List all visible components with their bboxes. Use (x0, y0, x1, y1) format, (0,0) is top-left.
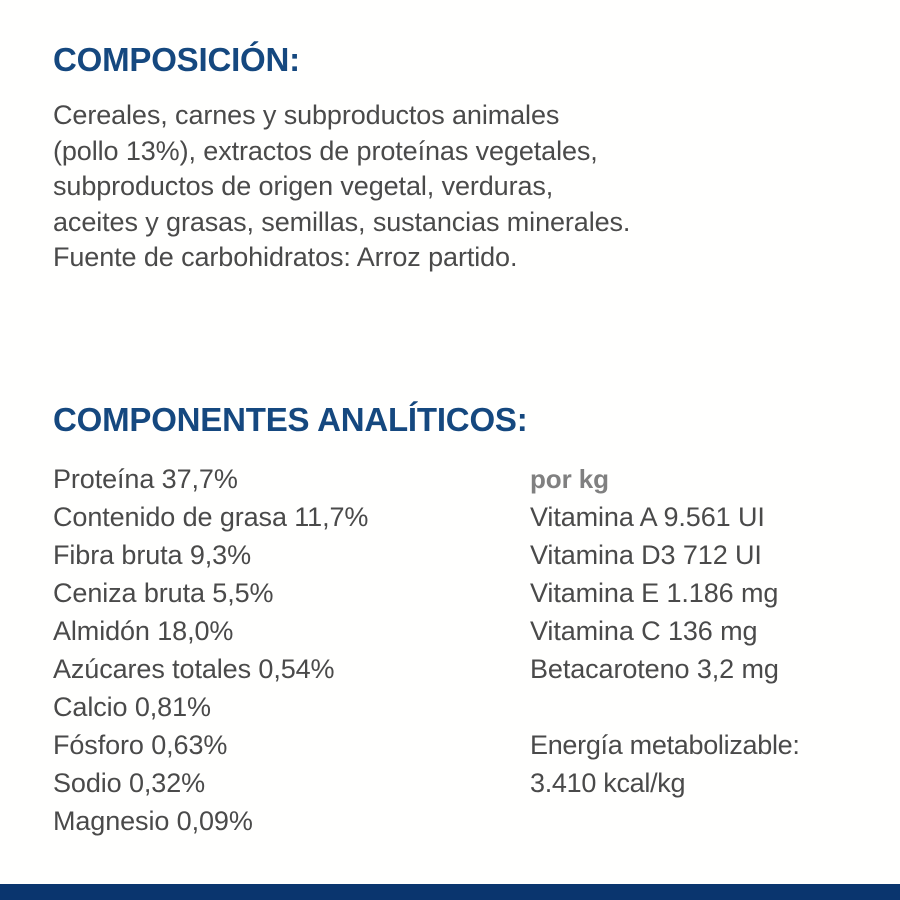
nutrient-row: Contenido de grasa 11,7% (53, 502, 369, 532)
composition-line: (pollo 13%), extractos de proteínas vege… (53, 135, 598, 166)
composition-section: COMPOSICIÓN: Cereales, carnes y subprodu… (53, 40, 853, 276)
nutrient-list-left: Proteína 37,7% Contenido de grasa 11,7% … (53, 460, 513, 840)
metabolizable-energy-block: Energía metabolizable: 3.410 kcal/kg (530, 726, 875, 802)
composition-line: subproductos de origen vegetal, verduras… (53, 171, 554, 201)
nutrient-row: Proteína 37,7% (53, 464, 238, 494)
composition-line: Cereales, carnes y subproductos animales (53, 100, 560, 130)
nutrient-row: Fósforo 0,63% (53, 730, 228, 760)
vitamin-list: Vitamina A 9.561 UI Vitamina D3 712 UI V… (530, 498, 875, 688)
nutrient-row: Sodio 0,32% (53, 768, 206, 798)
composition-text-block: Cereales, carnes y subproductos animales… (53, 98, 853, 276)
nutrient-row: Magnesio 0,09% (53, 806, 253, 836)
vitamin-row: Vitamina A 9.561 UI (530, 502, 765, 532)
composition-line: aceites y grasas, semillas, sustancias m… (53, 206, 631, 237)
composition-line: Fuente de carbohidratos: Arroz partido. (53, 242, 518, 272)
nutrient-row: Fibra bruta 9,3% (53, 540, 251, 570)
vitamin-row: Vitamina D3 712 UI (530, 540, 762, 570)
nutrient-row: Azúcares totales 0,54% (53, 654, 335, 684)
nutrient-column-left: Proteína 37,7% Contenido de grasa 11,7% … (53, 460, 513, 840)
analytical-components-columns: Proteína 37,7% Contenido de grasa 11,7% … (53, 460, 873, 850)
per-kg-label: por kg (530, 464, 609, 494)
vitamin-row: Vitamina C 136 mg (530, 616, 758, 646)
bottom-accent-bar (0, 884, 900, 900)
composition-heading: COMPOSICIÓN: (53, 41, 300, 78)
nutrient-row: Almidón 18,0% (53, 616, 234, 646)
vitamin-row: Vitamina E 1.186 mg (530, 578, 779, 608)
nutrient-row: Calcio 0,81% (53, 692, 211, 722)
nutrient-column-right: por kg Vitamina A 9.561 UI Vitamina D3 7… (530, 460, 875, 802)
metabolizable-energy-value: 3.410 kcal/kg (530, 768, 686, 798)
nutrient-row: Ceniza bruta 5,5% (53, 578, 274, 608)
vitamin-row: Betacaroteno 3,2 mg (530, 654, 779, 684)
analytical-components-heading: COMPONENTES ANALÍTICOS: (53, 401, 528, 438)
metabolizable-energy-label: Energía metabolizable: (530, 730, 800, 760)
analytical-components-section: COMPONENTES ANALÍTICOS: Proteína 37,7% C… (53, 400, 873, 850)
